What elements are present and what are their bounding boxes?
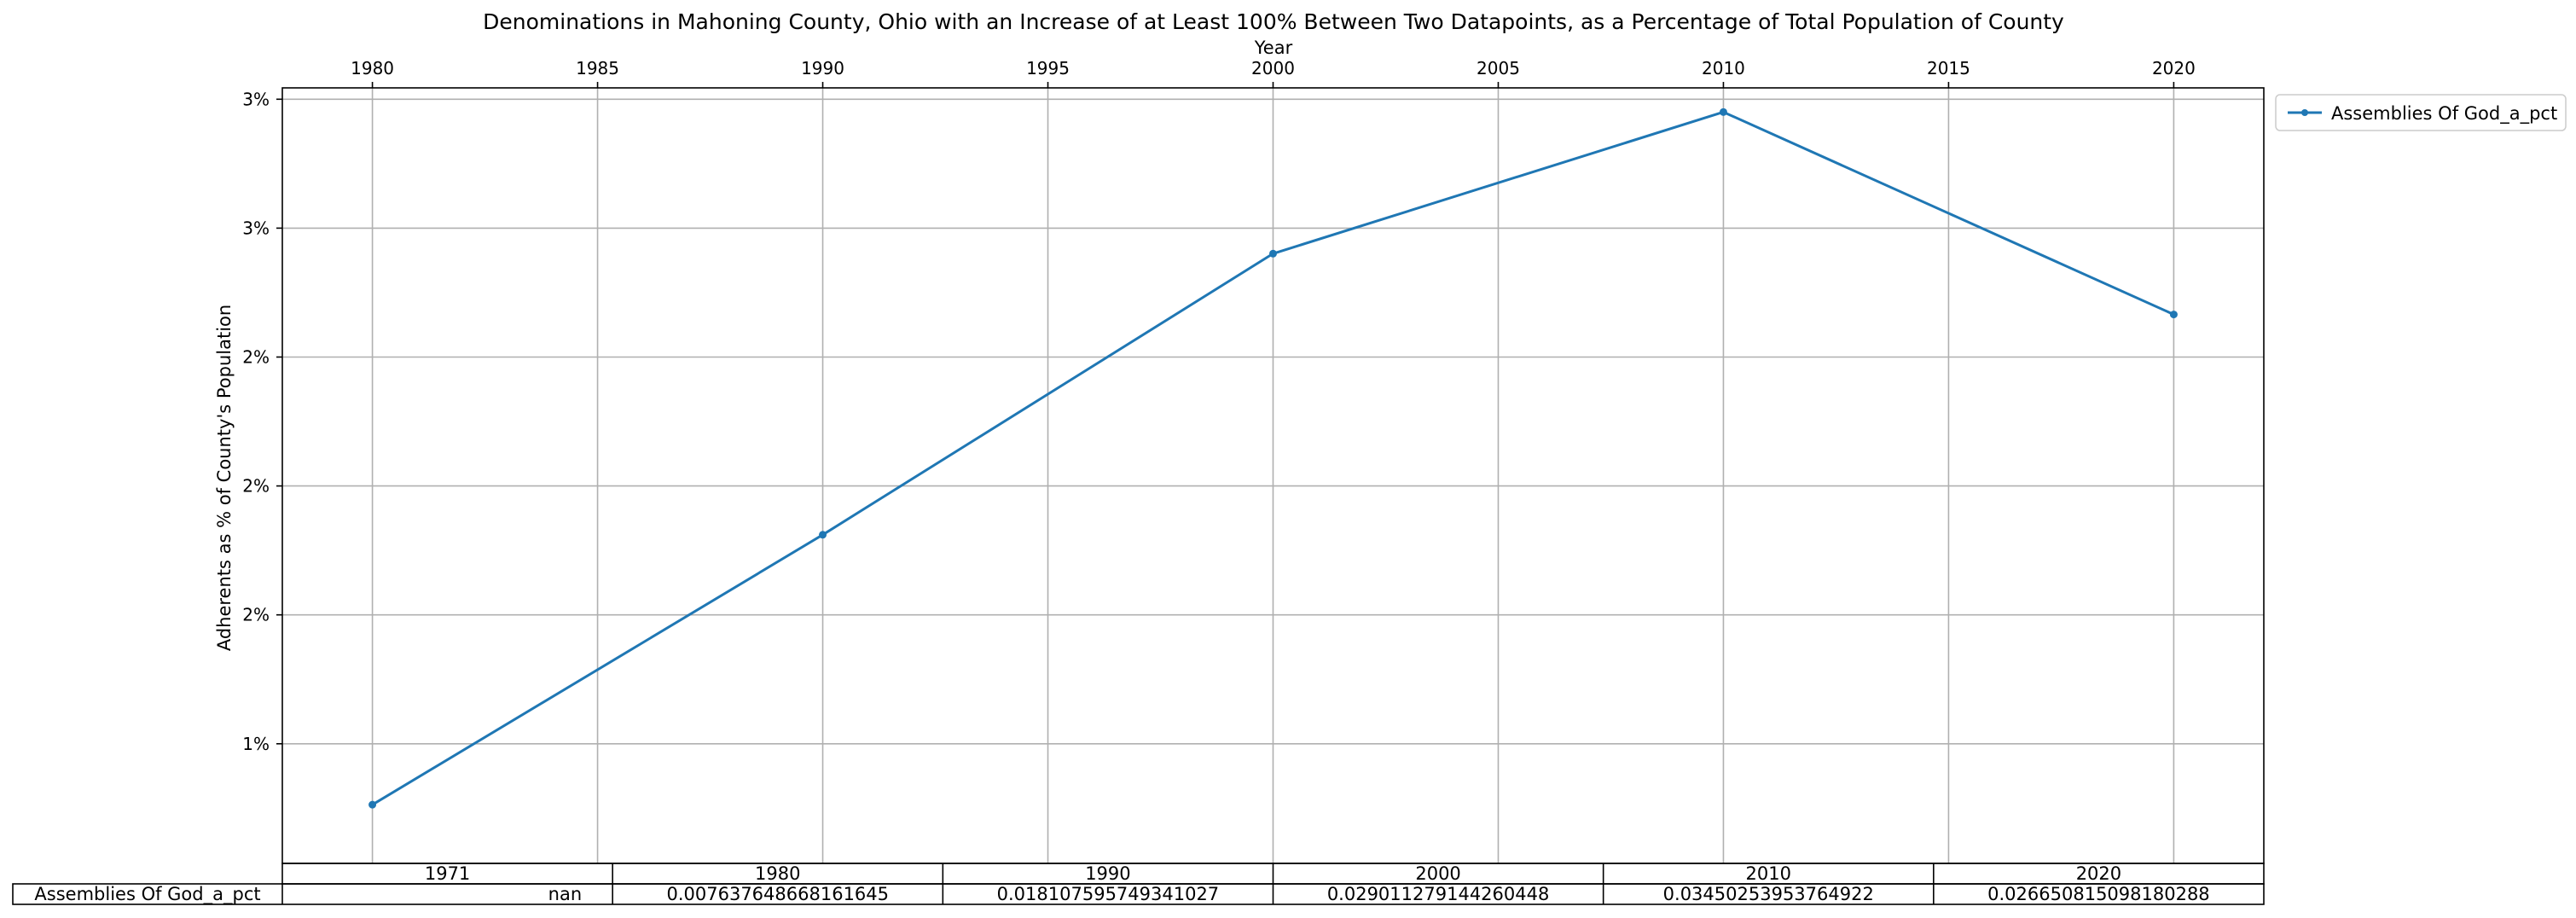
data-table: Assemblies Of God_a_pct 1971 1980 1990 2000 2… — [12, 863, 2265, 905]
x-tick-label: 2015 — [1927, 58, 1970, 78]
x-tick-label: 2010 — [1702, 58, 1745, 78]
table-cell: 0.007637648668161645 — [666, 884, 889, 904]
legend-frame — [2275, 94, 2567, 131]
x-tick-label: 2000 — [1251, 58, 1295, 78]
table-cell: nan — [548, 884, 583, 904]
table-column-header: 2020 — [2076, 863, 2121, 884]
data-point — [1269, 249, 1277, 258]
series-layer — [368, 107, 2178, 809]
table-column-header: 2000 — [1415, 863, 1460, 884]
data-point — [368, 800, 377, 809]
y-tick-label: 2% — [242, 346, 270, 367]
y-axis-label: Adherents as % of County's Population — [214, 305, 235, 651]
legend: Assemblies Of God_a_pct — [2275, 94, 2567, 131]
table-column-header: 2010 — [1746, 863, 1791, 884]
y-tick-label: 3% — [242, 218, 270, 238]
y-tick-label: 2% — [242, 476, 270, 497]
data-point — [819, 531, 827, 539]
grid — [282, 88, 2264, 863]
axis-ticks: 1980 1985 1990 1995 2000 2005 2010 2015 2020 1% 2%… — [242, 58, 2196, 754]
y-tick-label: 2% — [242, 605, 270, 625]
x-tick-label: 1985 — [576, 58, 619, 78]
y-tick-label: 1% — [242, 734, 270, 754]
chart-title: Denominations in Mahoning County, Ohio w… — [483, 9, 2064, 34]
table-column-header: 1971 — [425, 863, 470, 884]
table-column-header: 1990 — [1085, 863, 1130, 884]
table-cell: 0.018107595749341027 — [997, 884, 1220, 904]
table-column-header: 1980 — [755, 863, 800, 884]
y-tick-label: 3% — [242, 89, 270, 109]
x-tick-label: 2020 — [2152, 58, 2196, 78]
data-point — [1719, 107, 1727, 116]
table-cell: 0.026650815098180288 — [1987, 884, 2210, 904]
legend-entry-label: Assemblies Of God_a_pct — [2331, 103, 2557, 125]
table-row-label: Assemblies Of God_a_pct — [34, 884, 260, 905]
data-point — [2169, 311, 2178, 319]
legend-marker-swatch — [2301, 109, 2308, 116]
x-tick-label: 1995 — [1026, 58, 1070, 78]
table-data-row — [12, 883, 2265, 905]
x-tick-label: 2005 — [1477, 58, 1520, 78]
table-cell: 0.03450253953764922 — [1663, 884, 1874, 904]
x-axis-label: Year — [1254, 38, 1293, 58]
x-tick-label: 1980 — [351, 58, 394, 78]
x-tick-label: 1990 — [801, 58, 844, 78]
table-cell: 0.029011279144260448 — [1327, 884, 1550, 904]
